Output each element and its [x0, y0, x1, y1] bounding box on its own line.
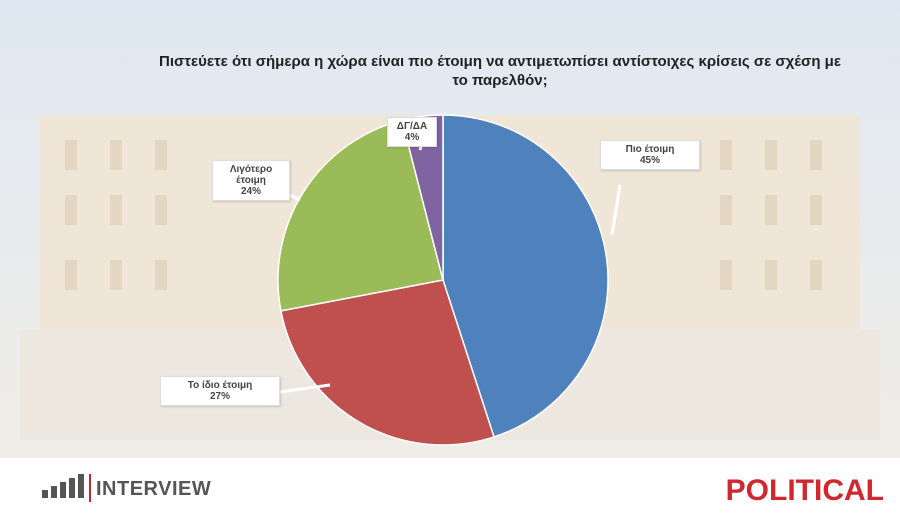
- label-category: Λιγότερο έτοιμη: [229, 164, 273, 186]
- pie-slice: [280, 279, 495, 446]
- windows: [65, 140, 822, 290]
- footer-band: [0, 458, 900, 513]
- leader-line: [279, 383, 331, 394]
- label-value: 24%: [240, 186, 261, 197]
- interview-logo: INTERVIEW: [96, 478, 212, 500]
- label-category: Το ίδιο έτοιμη: [187, 380, 253, 391]
- label-category: ΔΓ/ΔΑ: [396, 121, 428, 132]
- label-value: 4%: [404, 132, 420, 143]
- data-label: Λιγότερο έτοιμη 24%: [212, 160, 290, 201]
- label-value: 45%: [639, 155, 660, 166]
- pie-slice: [442, 114, 609, 438]
- label-value: 27%: [209, 391, 230, 402]
- data-label: ΔΓ/ΔΑ 4%: [387, 117, 437, 147]
- leader-line: [610, 184, 622, 236]
- data-label: Το ίδιο έτοιμη 27%: [160, 376, 280, 406]
- leader-line: [289, 193, 301, 202]
- label-category: Πιο έτοιμη: [625, 144, 675, 155]
- data-label: Πιο έτοιμη 45%: [600, 140, 700, 170]
- pie-slice: [277, 119, 444, 312]
- chart-title: Πιστεύετε ότι σήμερα η χώρα είναι πιο έτ…: [159, 53, 841, 89]
- logo-icon: [42, 474, 84, 498]
- political-logo: POLITICAL: [725, 474, 884, 507]
